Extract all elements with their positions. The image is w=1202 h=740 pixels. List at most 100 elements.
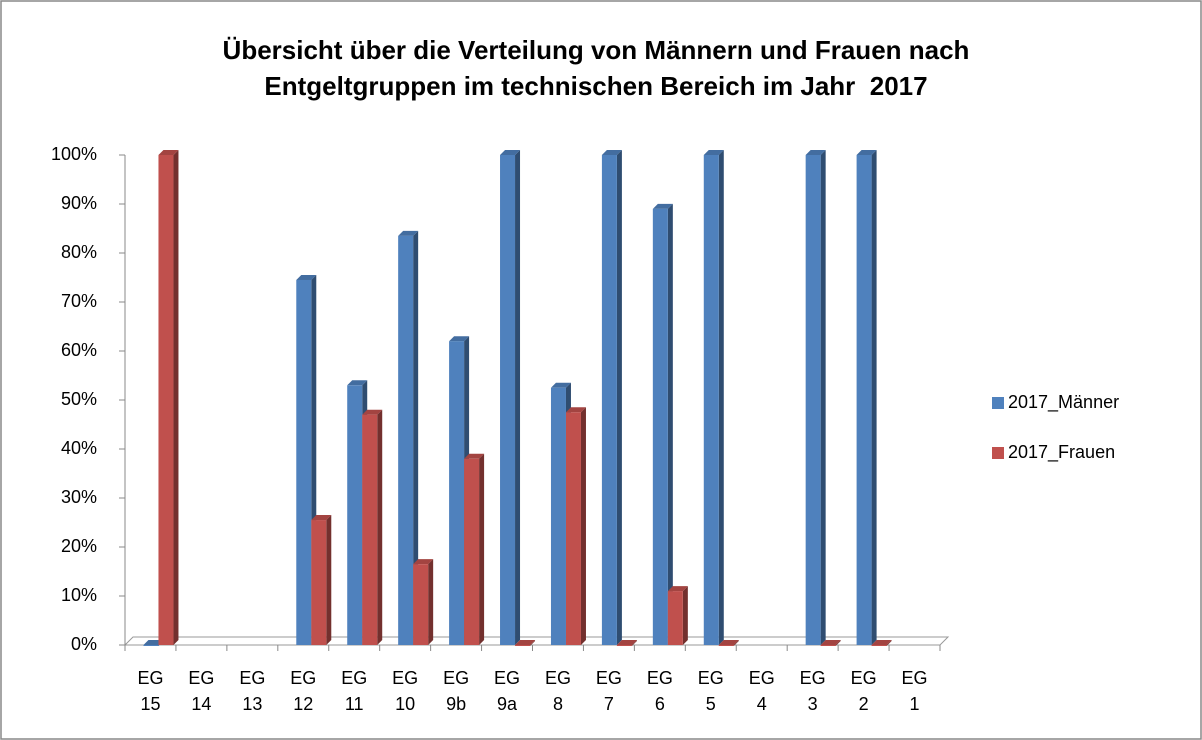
x-tick-label: EG 14 [188, 668, 215, 714]
bar [464, 453, 485, 645]
x-tick-label: EG 5 [697, 668, 724, 714]
bar-face [173, 150, 179, 645]
y-tick-label: 60% [61, 340, 97, 360]
bar-face [296, 279, 312, 645]
bar-face [362, 409, 383, 415]
legend-label: 2017_Frauen [1008, 442, 1115, 463]
bar-face [377, 409, 383, 645]
y-tick-label: 30% [61, 487, 97, 507]
bar-face [311, 515, 332, 521]
x-tick-label: EG 4 [748, 668, 775, 714]
bar [856, 150, 877, 645]
x-tick-label: EG 13 [239, 668, 266, 714]
x-tick-label: EG 3 [799, 668, 826, 714]
bar-face [718, 645, 734, 646]
bar [601, 150, 622, 645]
bar [667, 586, 688, 645]
x-tick-label: EG 8 [544, 668, 571, 714]
bar-face [398, 235, 414, 645]
bar [565, 407, 586, 645]
bar-face [413, 564, 429, 645]
bar-face [515, 150, 521, 645]
y-tick-label: 100% [51, 144, 97, 164]
y-tick-label: 10% [61, 585, 97, 605]
legend-swatch [992, 397, 1004, 409]
bar-face [856, 155, 872, 645]
bar-face [530, 640, 536, 646]
bar-face [703, 150, 724, 155]
bar-face [158, 155, 174, 645]
y-tick-label: 50% [61, 389, 97, 409]
x-tick-label: EG 12 [290, 668, 317, 714]
legend-label: 2017_Männer [1008, 392, 1119, 413]
chart-title: Entgeltgruppen im technischen Bereich im… [264, 71, 927, 101]
bar [500, 150, 521, 645]
bar-face [515, 640, 536, 645]
bar-face [565, 407, 586, 413]
bar-face [158, 150, 179, 155]
legend-swatch [992, 447, 1004, 459]
bar-face [652, 208, 668, 645]
bar-face [820, 645, 836, 646]
bar-face [347, 385, 363, 645]
bar-face [616, 150, 622, 645]
bar-face [479, 453, 485, 645]
bar-face [871, 640, 892, 645]
bar-face [500, 155, 516, 645]
chart-title: Übersicht über die Verteilung von Männer… [223, 35, 970, 65]
x-tick-label: EG 1 [901, 668, 928, 714]
bar-face [500, 150, 521, 155]
bar-face [667, 203, 673, 645]
bar-face [871, 645, 887, 646]
bar-face [835, 640, 841, 646]
bar-face [565, 412, 581, 645]
bar [616, 640, 637, 646]
bar-face [398, 230, 419, 236]
bar-face [805, 155, 821, 645]
bar-face [616, 640, 637, 645]
bar-face [871, 150, 877, 645]
x-tick-label: EG 6 [646, 668, 673, 714]
bar [362, 409, 383, 645]
bar-face [413, 559, 434, 565]
bar [311, 515, 332, 645]
bar [515, 640, 536, 646]
x-tick-label: EG 11 [341, 668, 368, 714]
bar [820, 640, 841, 646]
bar-face [311, 520, 327, 645]
x-tick-label: EG 10 [392, 668, 419, 714]
bar-face [820, 150, 826, 645]
y-tick-label: 0% [71, 634, 97, 654]
x-tick-label: EG 7 [595, 668, 622, 714]
bar [652, 203, 673, 645]
bar-face [718, 640, 739, 645]
bar-face [464, 453, 485, 459]
bar-face [550, 387, 566, 645]
y-tick-label: 40% [61, 438, 97, 458]
bar-face [820, 640, 841, 645]
bar-face [616, 645, 632, 646]
y-tick-label: 90% [61, 193, 97, 213]
bar-face [601, 150, 622, 155]
bar [413, 559, 434, 645]
bar [398, 230, 419, 645]
bar-face [347, 380, 368, 386]
bar-face [515, 645, 531, 646]
bar-face [413, 230, 419, 645]
bar-face [143, 645, 159, 646]
bar-face [682, 586, 688, 645]
bar-face [667, 591, 683, 645]
bar-face [449, 336, 470, 342]
bar-face [362, 414, 378, 645]
bar-face [718, 150, 724, 645]
bar-face [733, 640, 739, 646]
bar-face [449, 341, 465, 645]
bar-face [652, 203, 673, 209]
y-tick-label: 70% [61, 291, 97, 311]
bar [805, 150, 826, 645]
x-tick-label: EG 9a [494, 668, 521, 714]
bar-face [326, 515, 332, 645]
